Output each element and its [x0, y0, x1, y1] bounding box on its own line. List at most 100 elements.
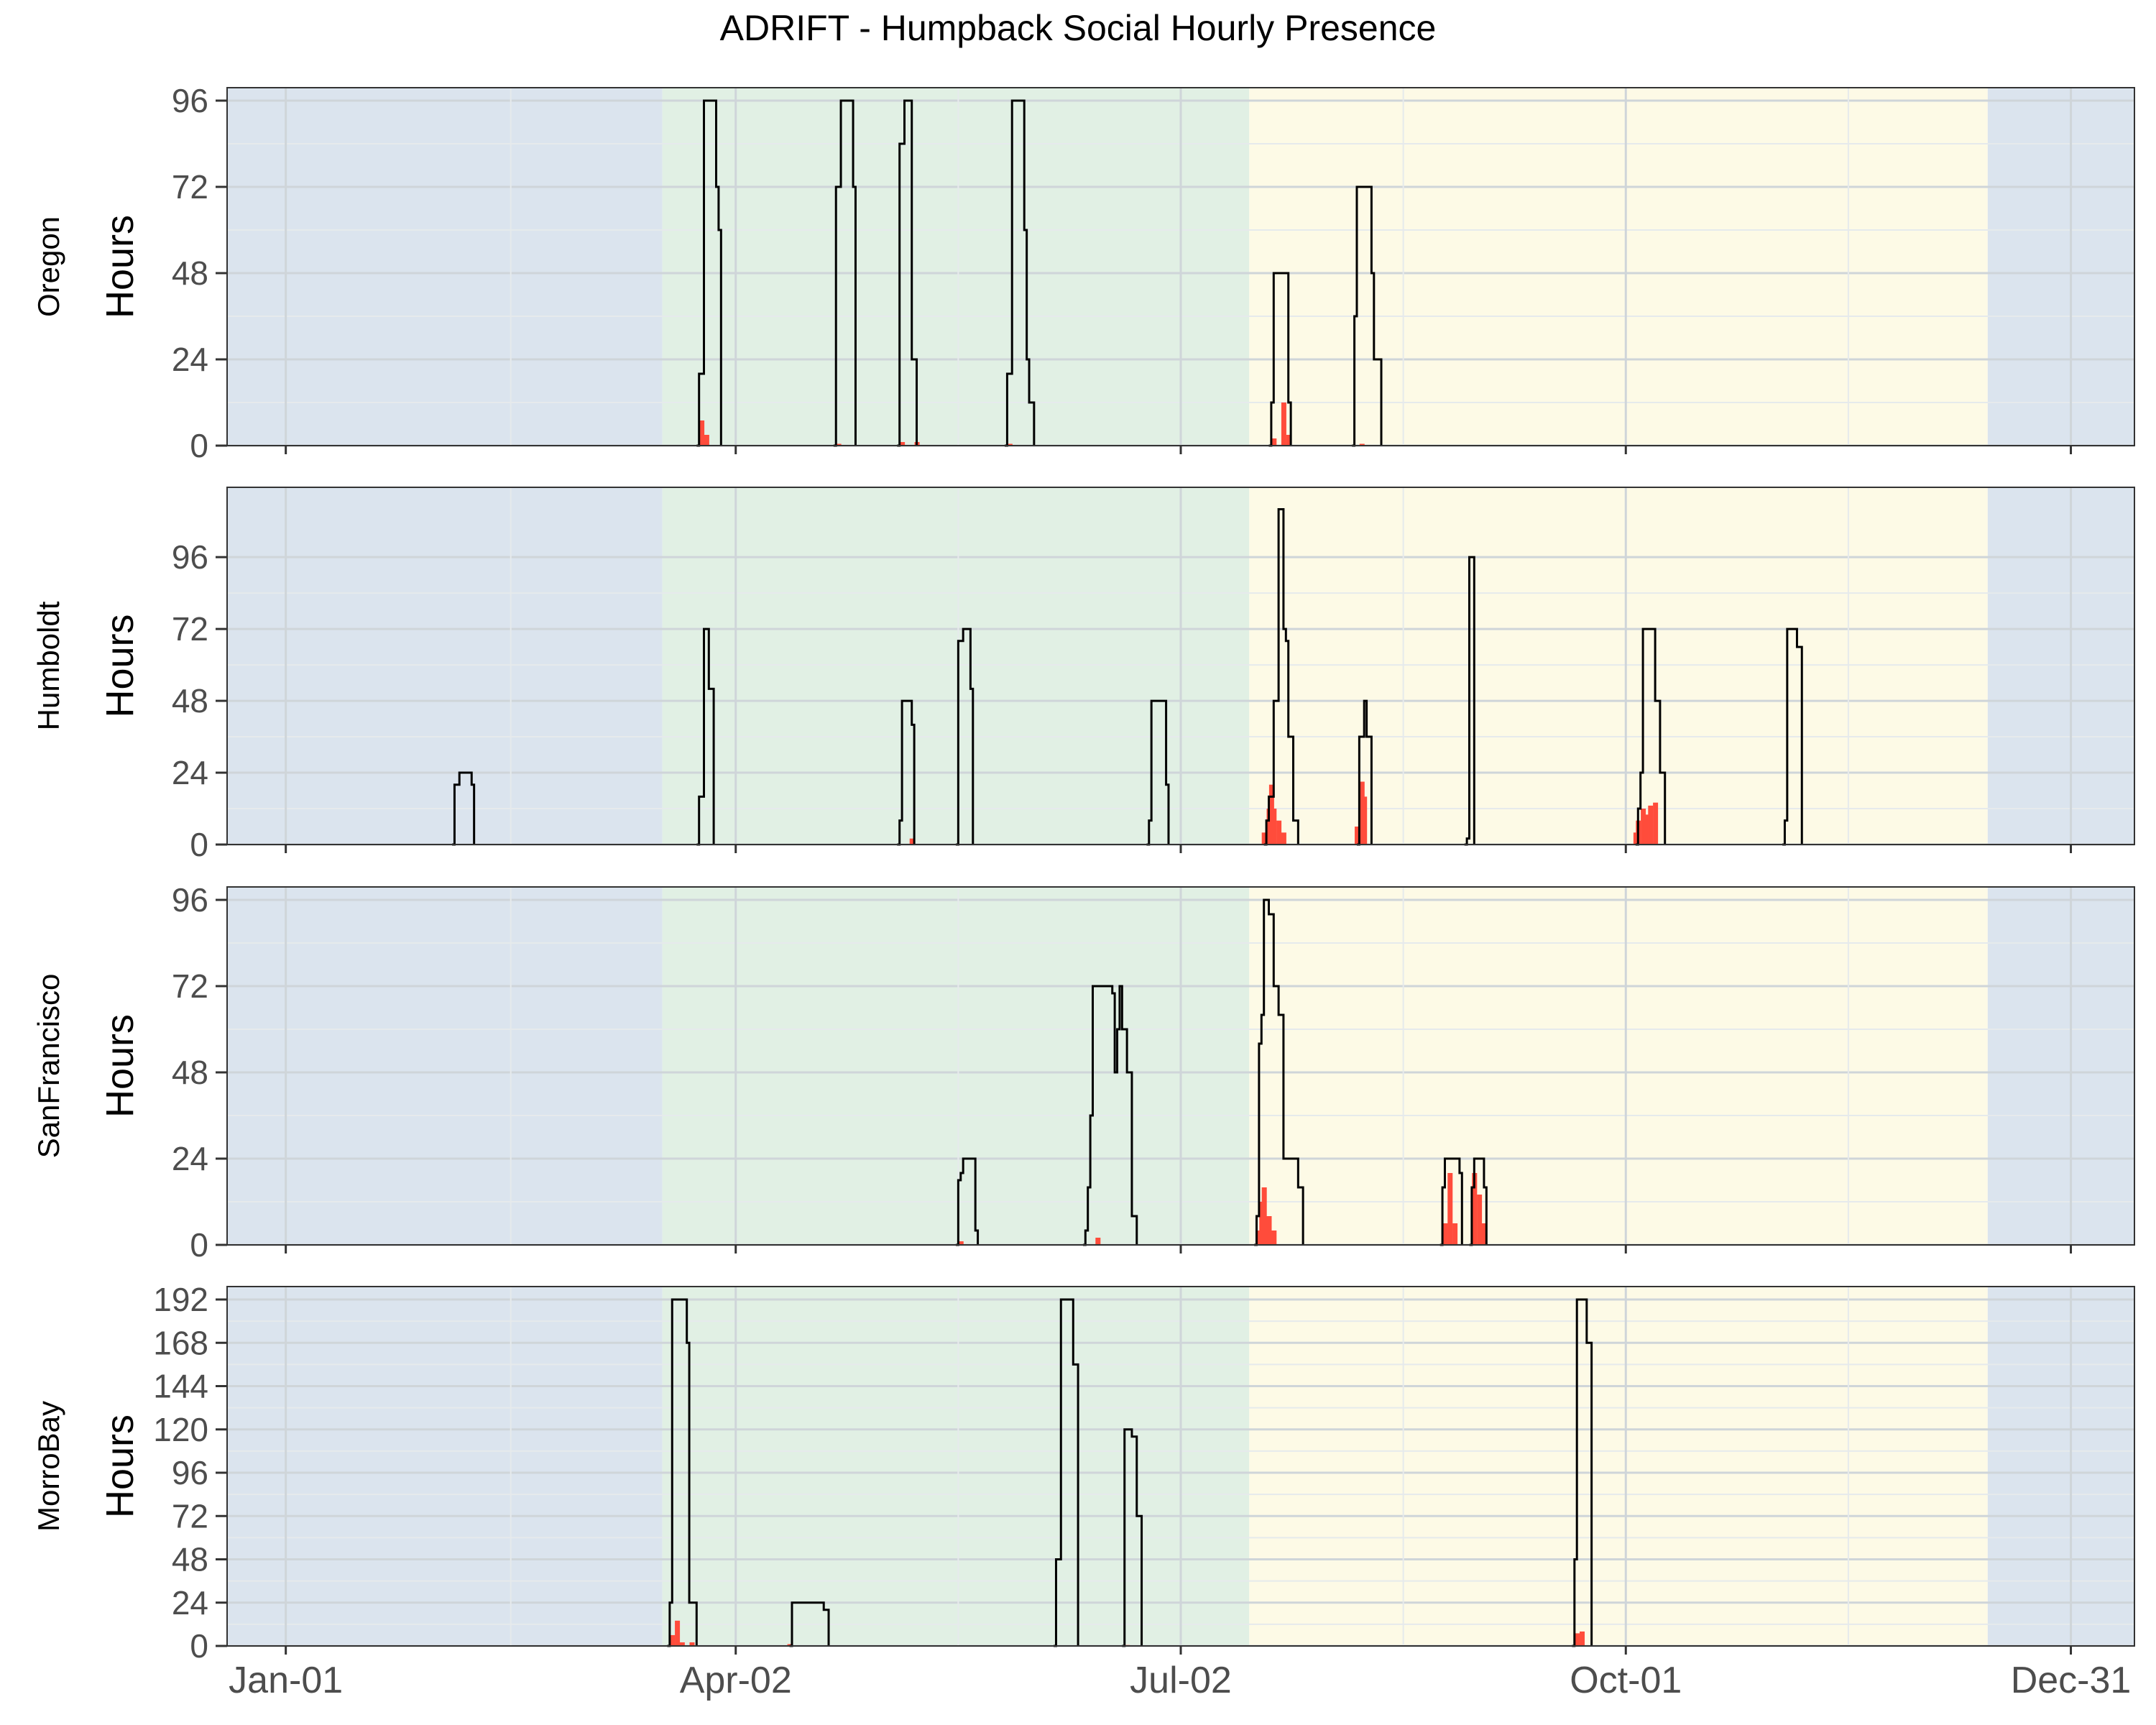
season-band-spring — [662, 887, 1250, 1245]
panel-oregon: 0 24 48 72 96 Oregon Hours — [32, 82, 2135, 464]
call-bar — [1447, 1173, 1453, 1245]
season-band-summer — [1249, 887, 1988, 1245]
y-tick-label: 48 — [172, 1541, 208, 1578]
presence-step-line — [897, 699, 916, 846]
call-bar — [1261, 1187, 1267, 1245]
y-axis-label: Hours — [98, 614, 142, 717]
presence-step-line — [696, 99, 722, 447]
y-tick-label: 168 — [153, 1324, 208, 1361]
y-tick-label: 0 — [190, 1627, 208, 1665]
call-bar — [1095, 1238, 1101, 1245]
call-bar — [670, 1634, 676, 1646]
presence-step-line — [1635, 627, 1667, 846]
presence-step-line — [1054, 1298, 1079, 1647]
y-tick-label: 96 — [172, 881, 208, 919]
presence-step-line — [1005, 99, 1036, 447]
presence-step-line — [955, 627, 975, 846]
call-bar — [1575, 1633, 1580, 1646]
panel-border — [226, 1286, 2135, 1647]
season-band-winter — [1987, 88, 2134, 446]
panel-humboldt: 0 24 48 72 96 Humboldt Hours — [32, 487, 2135, 863]
call-bar — [900, 442, 906, 446]
presence-step-line — [1254, 898, 1304, 1246]
y-tick-label: 48 — [172, 254, 208, 292]
y-tick-label: 48 — [172, 1054, 208, 1091]
presence-step-line — [1782, 627, 1803, 846]
panel-border — [226, 886, 2135, 1246]
y-tick-label: 48 — [172, 682, 208, 719]
season-band-winter — [227, 487, 663, 845]
x-tick-label: Apr-02 — [680, 1660, 792, 1701]
season-band-winter — [227, 887, 663, 1245]
y-tick-label: 24 — [172, 754, 208, 791]
call-bar — [1481, 1223, 1487, 1245]
chart-title: ADRIFT - Humpback Social Hourly Presence — [720, 8, 1437, 48]
call-bar — [1271, 438, 1277, 446]
presence-step-line — [1356, 699, 1373, 846]
presence-step-line — [833, 99, 857, 447]
call-bar — [1359, 443, 1365, 446]
call-bar — [1276, 820, 1282, 845]
call-bar — [1286, 435, 1291, 446]
call-bar — [1281, 402, 1286, 446]
call-bar — [689, 1642, 695, 1646]
season-band-spring — [662, 1287, 1250, 1646]
presence-step-line — [1439, 1157, 1463, 1246]
y-tick-label: 72 — [172, 1497, 208, 1535]
season-band-summer — [1249, 88, 1988, 446]
call-bar — [679, 1642, 685, 1646]
panel-morrobay: 0 24 48 72 96 120 144 168 192 MorroBay Hours — [32, 1281, 2135, 1665]
call-bar — [1271, 809, 1277, 845]
presence-step-line — [1572, 1298, 1593, 1647]
y-tick-label: 24 — [172, 341, 208, 378]
call-bar — [1354, 827, 1360, 845]
y-tick-label: 144 — [153, 1368, 208, 1405]
y-tick-label: 96 — [172, 82, 208, 119]
season-band-spring — [662, 487, 1250, 845]
y-tick-label: 24 — [172, 1140, 208, 1177]
call-bar — [958, 1241, 964, 1245]
y-tick-label: 24 — [172, 1584, 208, 1622]
season-band-winter — [227, 88, 663, 446]
y-tick-label: 72 — [172, 967, 208, 1005]
x-tick-label: Dec-31 — [2011, 1660, 2132, 1701]
panel-border — [226, 87, 2135, 446]
presence-step-line — [1469, 1157, 1488, 1246]
presence-step-line — [452, 771, 476, 846]
presence-step-line — [955, 1157, 980, 1246]
call-bar — [1261, 832, 1267, 845]
presence-step-line — [667, 1298, 698, 1647]
y-tick-label: 0 — [190, 427, 208, 464]
call-bar — [836, 443, 842, 446]
presence-step-line — [1263, 507, 1299, 846]
call-bar — [1477, 1195, 1483, 1245]
y-tick-label: 96 — [172, 538, 208, 576]
presence-step-line — [1122, 1428, 1143, 1647]
call-bar — [1362, 796, 1368, 845]
y-tick-label: 120 — [153, 1411, 208, 1448]
call-bar — [1643, 814, 1649, 845]
call-bar — [1442, 1223, 1448, 1245]
call-bar — [1648, 805, 1654, 845]
facet-label: MorroBay — [32, 1401, 65, 1532]
call-bar — [1472, 1173, 1478, 1245]
call-bar — [699, 420, 705, 446]
call-bar — [1281, 832, 1286, 845]
call-bar — [909, 838, 915, 845]
season-band-winter — [1987, 1287, 2134, 1646]
call-bar — [1271, 1230, 1277, 1245]
facet-label: Oregon — [32, 216, 65, 317]
x-tick-label: Oct-01 — [1570, 1660, 1682, 1701]
season-band-winter — [1987, 887, 2134, 1245]
call-bar — [1452, 1223, 1458, 1245]
call-bar — [1266, 1216, 1272, 1245]
season-band-winter — [1987, 487, 2134, 845]
facet-label: SanFrancisco — [32, 974, 65, 1159]
x-tick-label: Jul-02 — [1130, 1660, 1232, 1701]
y-tick-label: 72 — [172, 168, 208, 206]
y-axis-label: Hours — [98, 215, 142, 318]
call-bar — [704, 435, 709, 446]
call-bar — [1653, 802, 1659, 845]
y-axis-label: Hours — [98, 1414, 142, 1518]
